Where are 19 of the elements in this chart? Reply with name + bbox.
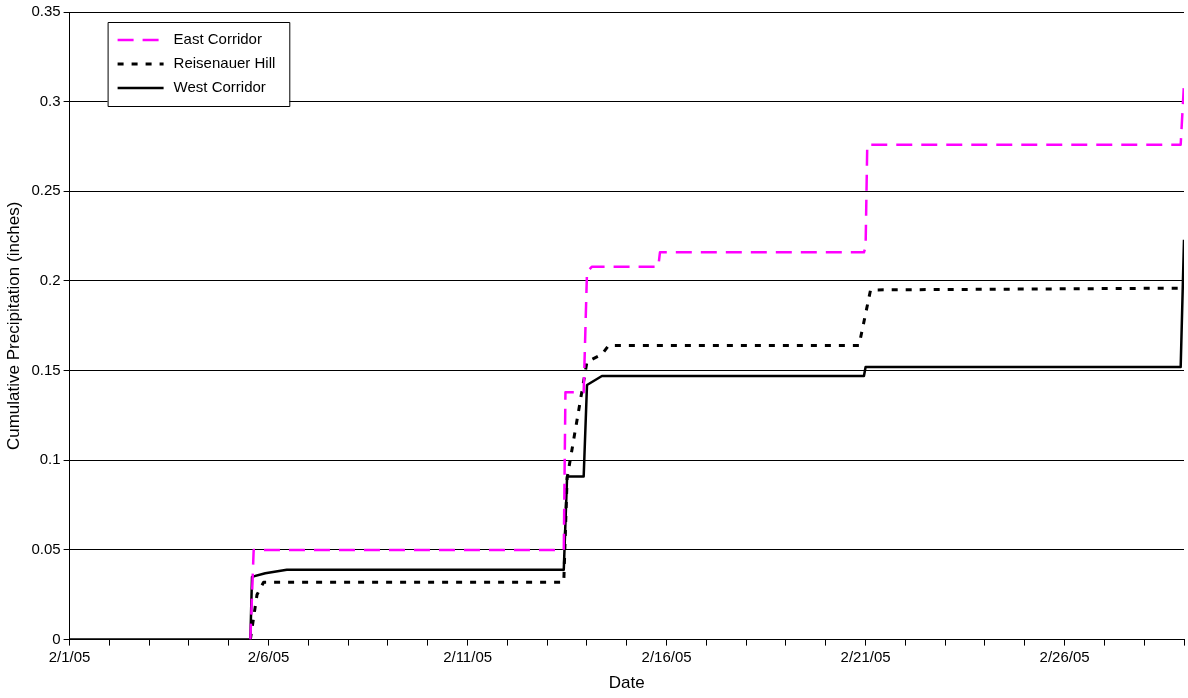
legend-label: Reisenauer Hill [173,54,276,72]
y-tick-label: 0.35 [31,2,61,20]
x-tick-label: 2/26/05 [1039,647,1090,665]
y-tick-label: 0.1 [39,450,61,468]
x-tick-label: 2/11/05 [443,647,493,665]
y-tick-label: 0.05 [31,540,61,558]
x-tick-label: 2/21/05 [840,647,891,665]
x-axis-title: Date [608,673,645,693]
legend-label: East Corridor [173,30,262,48]
legend-label: West Corridor [173,78,266,96]
y-tick-label: 0.15 [31,360,61,378]
x-tick-label: 2/1/05 [48,647,91,665]
x-tick-label: 2/6/05 [247,647,290,665]
y-tick-label: 0 [52,629,61,647]
y-tick-label: 0.2 [39,271,61,289]
y-tick-label: 0.25 [31,181,61,199]
x-tick-label: 2/16/05 [641,647,692,665]
y-tick-label: 0.3 [39,91,61,109]
y-axis-title: Cumulative Precipitation (inches) [3,201,23,451]
